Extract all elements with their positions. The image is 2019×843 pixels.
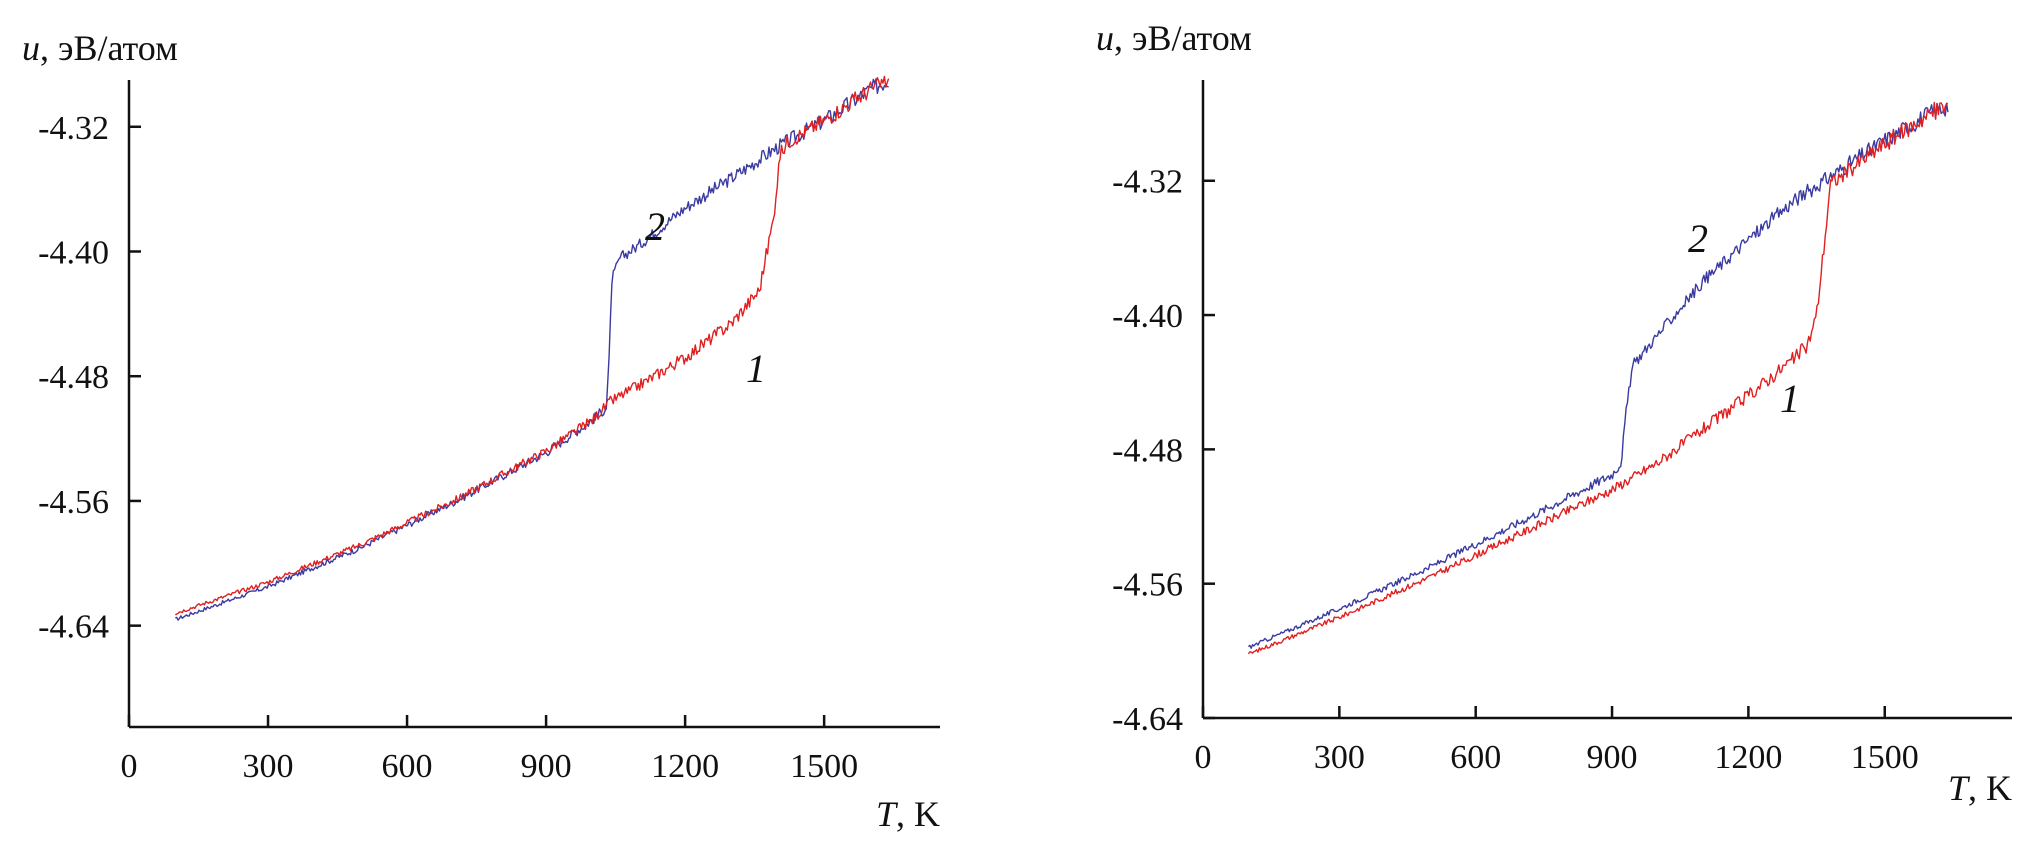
left-y-axis-title: u, эВ/атом [22,28,178,68]
left-series-2-line [175,78,889,621]
left-series-1-line [175,75,890,616]
left-y-tick-label: -4.56 [38,484,109,521]
right-curve-label-2: 2 [1688,216,1708,261]
left-x-ticks: 0 300 600 900 1200 1500 [121,715,858,785]
right-y-axis-variable: u [1096,18,1114,58]
right-series-2-line [1247,102,1949,649]
left-x-tick-label: 900 [521,748,572,785]
left-x-tick-label: 600 [382,748,433,785]
left-y-tick-label: -4.64 [38,609,109,646]
left-y-ticks: -4.64 -4.56 -4.48 -4.40 -4.32 [38,110,141,646]
right-x-tick-label: 900 [1587,739,1638,776]
left-y-tick-label: -4.40 [38,234,109,271]
left-series [175,75,890,621]
left-x-axis-title: T, K [876,794,940,834]
left-curve-label-1: 1 [746,346,766,391]
right-y-tick-label: -4.56 [1112,567,1183,604]
left-x-tick-label: 300 [243,748,294,785]
left-x-axis-unit: , K [896,794,940,834]
left-x-tick-label: 1200 [651,748,719,785]
right-x-tick-label: 300 [1314,739,1365,776]
left-x-tick-label: 1500 [790,748,858,785]
right-series-1-line [1247,101,1948,655]
left-x-axis-variable: T [876,794,899,834]
right-y-tick-label: -4.48 [1112,432,1183,469]
right-x-axis-unit: , K [1968,768,2012,808]
right-curve-label-1: 1 [1780,376,1800,421]
right-x-tick-label: 1500 [1851,739,1919,776]
right-x-tick-label: 1200 [1714,739,1782,776]
right-x-tick-label: 600 [1450,739,1501,776]
left-y-tick-label: -4.32 [38,110,109,147]
right-x-ticks: 0 300 600 900 1200 1500 [1195,706,1919,776]
right-x-axis-variable: T [1948,768,1971,808]
right-chart-panel: -4.64 -4.56 -4.48 -4.40 -4.32 0 300 600 900 1200… [1096,18,2012,808]
right-y-axis-unit: , эВ/атом [1114,18,1252,58]
right-y-tick-label: -4.40 [1112,298,1183,335]
right-x-tick-label: 0 [1195,739,1212,776]
left-y-axis-unit: , эВ/атом [40,28,178,68]
left-y-axis-variable: u [22,28,40,68]
left-y-tick-label: -4.48 [38,359,109,396]
left-x-tick-label: 0 [121,748,138,785]
right-y-ticks: -4.64 -4.56 -4.48 -4.40 -4.32 [1112,164,1215,738]
left-chart-panel: -4.64 -4.56 -4.48 -4.40 -4.32 0 300 600 900 1200… [22,28,940,834]
right-y-axis-title: u, эВ/атом [1096,18,1252,58]
left-curve-label-2: 2 [645,204,665,249]
right-y-tick-label: -4.32 [1112,164,1183,201]
right-series [1247,101,1949,655]
right-y-tick-label: -4.64 [1112,701,1183,738]
right-x-axis-title: T, K [1948,768,2012,808]
